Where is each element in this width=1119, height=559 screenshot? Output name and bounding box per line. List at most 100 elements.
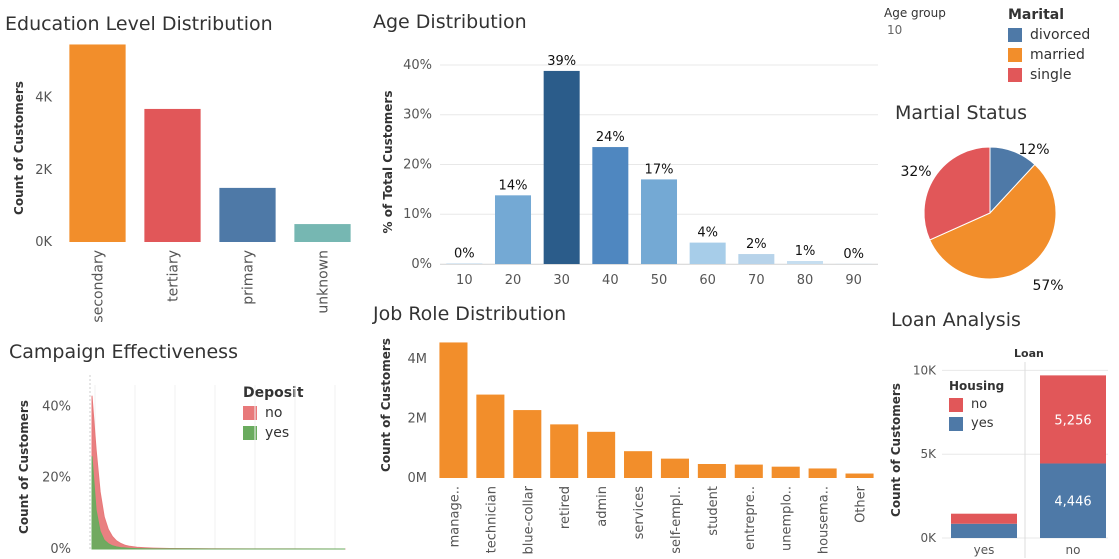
loan-chart-title: Loan Analysis: [891, 309, 1021, 331]
bar-tertiary: [144, 108, 201, 243]
bar-retired: [550, 424, 579, 478]
legend-swatch-housing-no: [949, 397, 963, 412]
legend-swatch-married: [1008, 48, 1022, 62]
pie-slice-married: [929, 163, 1057, 280]
y-tick-label: 20%: [42, 471, 71, 486]
area-series-no: [91, 395, 346, 550]
y-tick-label: 5K: [920, 447, 937, 461]
data-label: 0%: [843, 247, 864, 262]
bar-other: [845, 473, 874, 478]
y-axis-title: Count of Customers: [379, 338, 393, 472]
y-axis-title: Count of Customers: [12, 81, 26, 215]
y-tick-label: 4K: [35, 91, 52, 106]
legend-swatch-yes: [243, 426, 257, 440]
bar-80: [786, 261, 824, 264]
housing-legend-label: no: [971, 397, 988, 412]
x-tick-label: blue-collar: [521, 485, 536, 554]
x-tick-label: unknown: [316, 250, 332, 314]
x-tick-label: 30: [553, 273, 570, 288]
bar-manage: [439, 342, 468, 478]
bar-student: [697, 463, 726, 478]
x-tick-label: 20: [505, 273, 522, 288]
age-group-filter[interactable]: Age group 10: [884, 6, 946, 37]
age-chart-title: Age Distribution: [373, 11, 527, 33]
x-tick-label: no: [1066, 543, 1081, 557]
x-tick-label: self-empl..: [669, 486, 684, 554]
x-tick-label: tertiary: [166, 250, 182, 302]
legend-swatch-housing-yes: [949, 416, 963, 431]
deposit-legend-item-no[interactable]: no: [243, 405, 304, 421]
marital-legend-item-divorced[interactable]: divorced: [1008, 27, 1090, 43]
bar-50: [640, 179, 678, 264]
area-series-yes: [91, 456, 345, 550]
y-tick-label: 0M: [408, 471, 428, 486]
bar-20: [494, 195, 532, 264]
bar-admin: [587, 431, 616, 478]
x-tick-label: yes: [974, 543, 995, 557]
y-tick-label: 2K: [35, 163, 52, 178]
y-tick-label: 40%: [42, 399, 71, 414]
x-tick-label: secondary: [91, 250, 107, 323]
bar-60: [689, 242, 726, 264]
housing-legend: Housing no yes: [949, 379, 1004, 431]
x-tick-label: admin: [595, 486, 610, 527]
deposit-legend: Deposit no yes: [243, 385, 304, 441]
x-tick-label: housema..: [817, 486, 832, 554]
bar-primary: [219, 187, 276, 242]
x-tick-label: services: [632, 486, 647, 540]
x-tick-label: 10: [456, 273, 473, 288]
x-tick-label: manage..: [447, 486, 462, 547]
data-label: 39%: [547, 54, 576, 69]
deposit-legend-item-yes[interactable]: yes: [243, 425, 304, 441]
x-tick-label: primary: [241, 250, 257, 305]
legend-swatch-no: [243, 406, 257, 420]
age-group-filter-label: Age group: [884, 6, 946, 20]
marital-legend-label: divorced: [1030, 27, 1091, 43]
stacked-bar-no-housing-no: [1040, 375, 1106, 464]
bar-selfempl: [660, 458, 689, 478]
bar-40: [592, 147, 629, 264]
age-group-filter-value: 10: [887, 23, 903, 37]
housing-legend-title: Housing: [949, 379, 1005, 393]
deposit-legend-label: yes: [265, 425, 290, 441]
x-tick-label: technician: [484, 486, 499, 553]
pie-data-label: 57%: [1032, 278, 1063, 294]
x-tick-label: unemplo..: [780, 486, 795, 551]
housing-legend-item-yes[interactable]: yes: [949, 416, 1004, 431]
bar-unemplo: [771, 466, 800, 478]
job-chart-title: Job Role Distribution: [373, 303, 567, 325]
bar-unknown: [294, 224, 351, 242]
bar-secondary: [69, 44, 126, 243]
bar-technician: [476, 394, 505, 478]
loan-subtitle: Loan: [1014, 347, 1044, 360]
data-label: 17%: [645, 162, 674, 177]
data-label: 14%: [499, 178, 528, 193]
marital-legend: Marital divorced married single: [1008, 7, 1090, 83]
y-tick-label: 30%: [403, 108, 432, 123]
marital-legend-label: single: [1030, 67, 1072, 83]
data-label: 4%: [697, 226, 718, 241]
marital-legend-title: Marital: [1008, 7, 1065, 23]
stacked-bar-yes-housing-no: [951, 513, 1017, 524]
x-tick-label: 80: [797, 273, 814, 288]
marital-legend-item-single[interactable]: single: [1008, 67, 1090, 83]
y-axis-title: % of Total Customers: [381, 91, 395, 234]
stacked-bar-yes-housing-yes: [951, 523, 1017, 538]
x-tick-label: Other: [854, 485, 869, 523]
data-label: 4,446: [1054, 495, 1091, 510]
campaign-chart-title: Campaign Effectiveness: [9, 341, 238, 363]
housing-legend-item-no[interactable]: no: [949, 397, 1004, 412]
stacked-bar-no-housing-yes: [1040, 463, 1106, 538]
pie-data-label: 12%: [1018, 142, 1049, 158]
y-tick-label: 10K: [913, 363, 937, 377]
bar-entrepre: [734, 464, 763, 478]
pie-data-label: 32%: [900, 164, 931, 180]
x-tick-label: 70: [748, 273, 765, 288]
marital-legend-item-married[interactable]: married: [1008, 47, 1090, 63]
x-tick-label: 90: [845, 273, 862, 288]
bar-housema: [808, 468, 837, 478]
bar-services: [624, 451, 653, 478]
y-tick-label: 0K: [920, 531, 937, 545]
y-tick-label: 2M: [408, 411, 428, 426]
